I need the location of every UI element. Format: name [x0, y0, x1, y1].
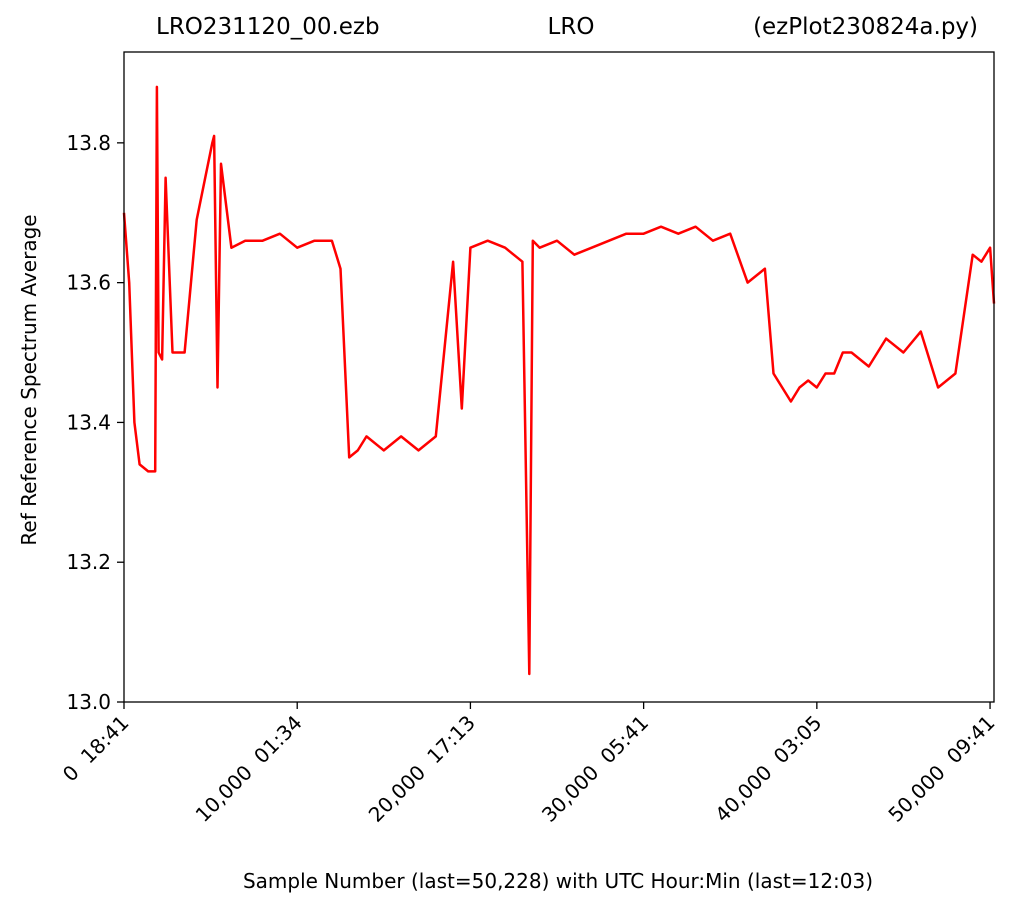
chart-title-station: LRO [547, 14, 595, 40]
y-axis-label: Ref Reference Spectrum Average [17, 214, 41, 545]
y-tick-label: 13.8 [66, 131, 111, 155]
x-axis-label: Sample Number (last=50,228) with UTC Hou… [243, 869, 873, 893]
y-tick-label: 13.6 [66, 271, 111, 295]
chart-title-script: (ezPlot230824a.py) [753, 14, 978, 40]
y-tick-label: 13.4 [66, 410, 111, 434]
x-axis: 0 18:41 10,000 01:34 20,000 17:13 30,000 05… [58, 702, 1000, 827]
x-tick-label: 10,000 01:34 [191, 711, 307, 827]
series-line-0 [122, 85, 996, 676]
x-tick-label: 0 18:41 [58, 711, 134, 787]
x-tick-label: 50,000 09:41 [883, 711, 999, 827]
y-axis: 13.0 13.2 13.4 13.6 13.8 [66, 131, 124, 714]
series-layer [122, 85, 996, 676]
y-tick-label: 13.0 [66, 690, 111, 714]
plot-frame [123, 51, 995, 703]
x-tick-label: 40,000 03:05 [710, 711, 826, 827]
x-tick-label: 30,000 05:41 [537, 711, 653, 827]
chart-title-filename: LRO231120_00.ezb [156, 14, 380, 40]
y-tick-label: 13.2 [66, 550, 111, 574]
x-tick-label: 20,000 17:13 [364, 711, 480, 827]
